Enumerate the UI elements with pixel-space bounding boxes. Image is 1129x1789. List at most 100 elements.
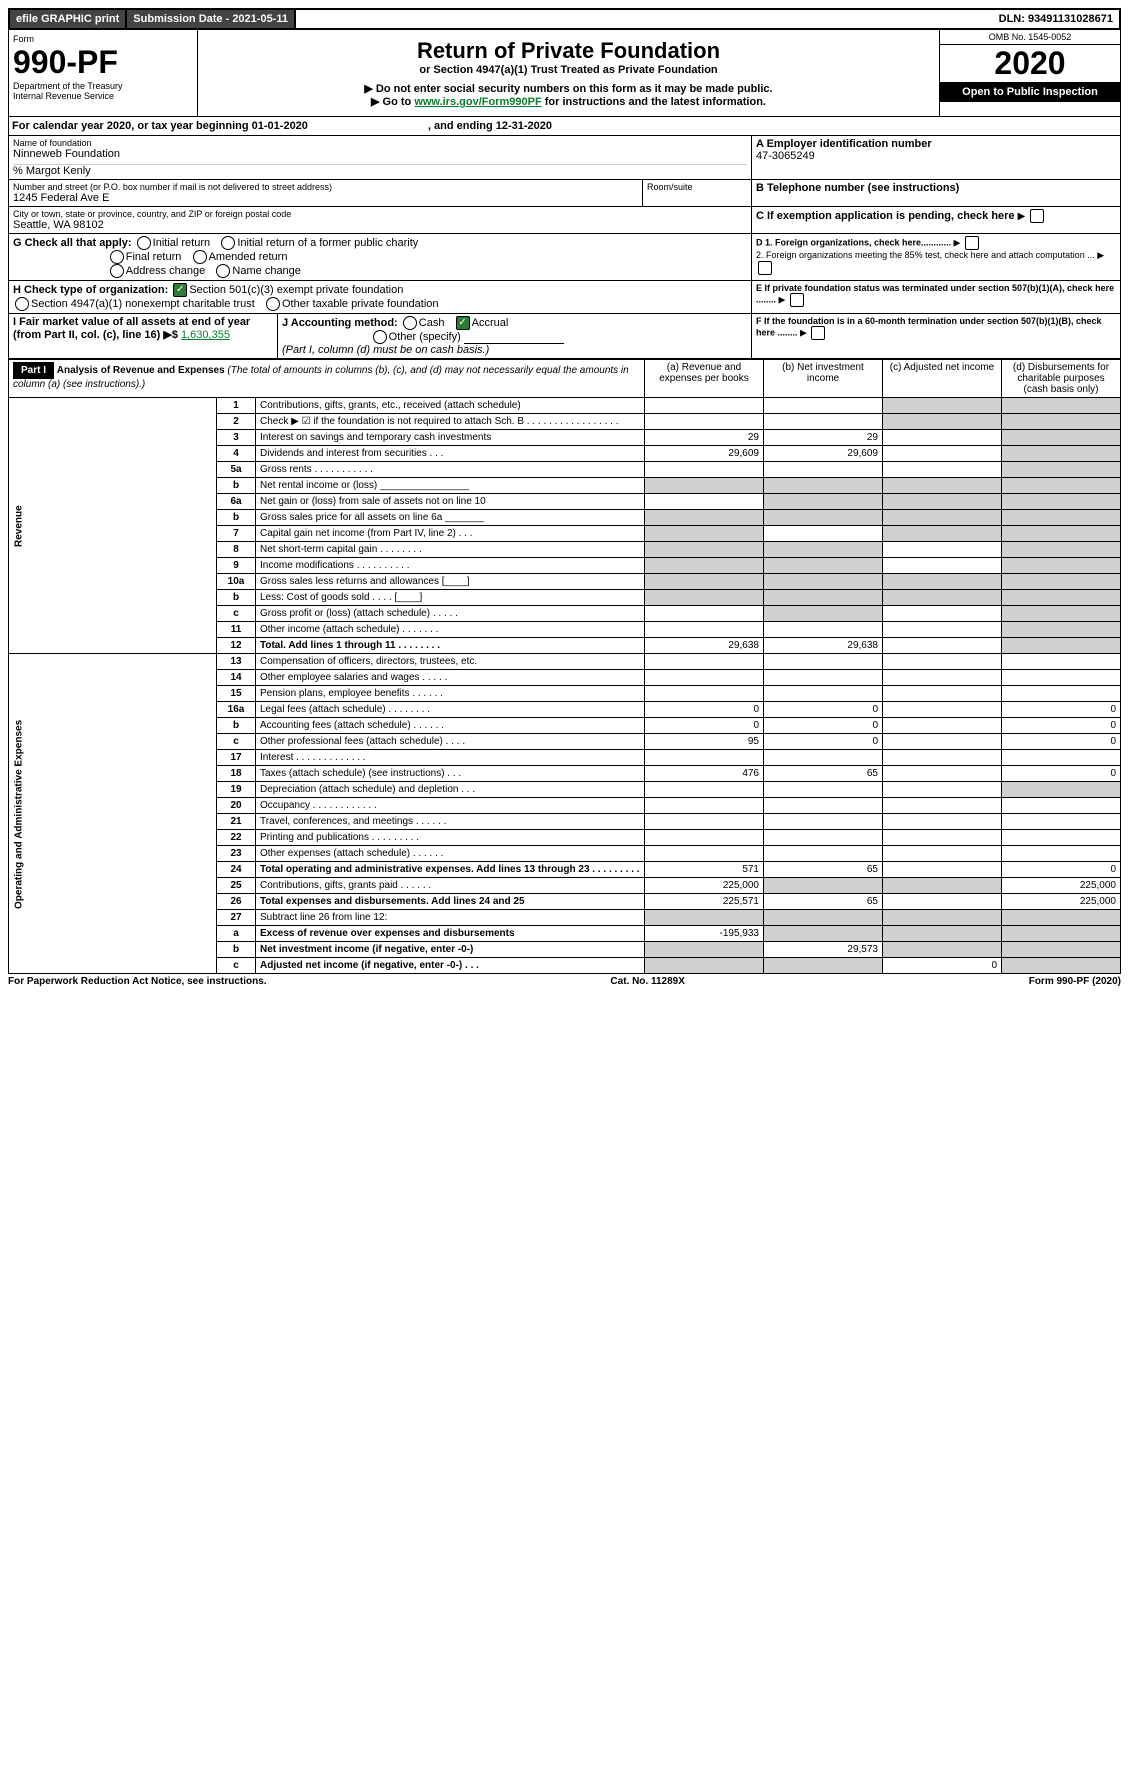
cell-col-b (764, 814, 883, 830)
h-4947-checkbox[interactable] (15, 297, 29, 311)
cell-col-b: 0 (764, 734, 883, 750)
form-link[interactable]: www.irs.gov/Form990PF (414, 96, 541, 108)
name-label: Name of foundation (13, 138, 747, 148)
row-desc: Travel, conferences, and meetings . . . … (256, 814, 645, 830)
cell-col-a (645, 494, 764, 510)
cell-col-b (764, 782, 883, 798)
row-number: 9 (217, 558, 256, 574)
cell-col-d (1002, 622, 1121, 638)
row-number: 4 (217, 446, 256, 462)
row-desc: Other income (attach schedule) . . . . .… (256, 622, 645, 638)
cell-col-b: 29,573 (764, 942, 883, 958)
row-number: 17 (217, 750, 256, 766)
j-label: J Accounting method: (282, 317, 398, 329)
cell-col-d (1002, 958, 1121, 974)
row-number: c (217, 606, 256, 622)
cell-col-a: 29 (645, 430, 764, 446)
irs: Internal Revenue Service (13, 91, 193, 101)
cell-col-c (883, 702, 1002, 718)
row-desc: Net investment income (if negative, ente… (256, 942, 645, 958)
cell-col-c (883, 574, 1002, 590)
f-checkbox[interactable] (811, 326, 825, 340)
cell-col-a (645, 574, 764, 590)
g-final-checkbox[interactable] (110, 250, 124, 264)
arrow-icon: ▶ (1018, 211, 1026, 222)
note-post: for instructions and the latest informat… (542, 96, 766, 108)
cell-col-b (764, 750, 883, 766)
cell-col-a: 0 (645, 702, 764, 718)
row-desc: Total operating and administrative expen… (256, 862, 645, 878)
cell-col-a (645, 622, 764, 638)
fmv-value[interactable]: 1,630,355 (181, 329, 230, 341)
cell-col-c (883, 750, 1002, 766)
g-name-checkbox[interactable] (216, 264, 230, 278)
omb: OMB No. 1545-0052 (940, 30, 1120, 45)
g-opt-4: Address change (126, 265, 206, 277)
cell-col-b (764, 670, 883, 686)
row-number: 25 (217, 878, 256, 894)
row-number: 2 (217, 414, 256, 430)
cell-col-b (764, 462, 883, 478)
table-row: Revenue1Contributions, gifts, grants, et… (9, 398, 1121, 414)
cell-col-b: 0 (764, 702, 883, 718)
d1-label: D 1. Foreign organizations, check here..… (756, 237, 951, 247)
cell-col-d (1002, 638, 1121, 654)
cell-col-c (883, 862, 1002, 878)
row-desc: Other employee salaries and wages . . . … (256, 670, 645, 686)
ein-label: A Employer identification number (756, 138, 1116, 150)
h-501c3-checkbox[interactable] (173, 283, 187, 297)
cell-col-d (1002, 590, 1121, 606)
row-desc: Subtract line 26 from line 12: (256, 910, 645, 926)
c-checkbox[interactable] (1030, 209, 1044, 223)
cell-col-c (883, 766, 1002, 782)
g-former-checkbox[interactable] (221, 236, 235, 250)
row-desc: Compensation of officers, directors, tru… (256, 654, 645, 670)
cell-col-b: 65 (764, 894, 883, 910)
row-desc: Interest . . . . . . . . . . . . . (256, 750, 645, 766)
j-other-checkbox[interactable] (373, 330, 387, 344)
city-label: City or town, state or province, country… (13, 209, 747, 219)
row-desc: Contributions, gifts, grants paid . . . … (256, 878, 645, 894)
cell-col-d (1002, 814, 1121, 830)
cell-col-d (1002, 574, 1121, 590)
j-accrual-checkbox[interactable] (456, 316, 470, 330)
cell-col-d (1002, 446, 1121, 462)
cell-col-b (764, 526, 883, 542)
g-opt-3: Amended return (209, 251, 288, 263)
g-amended-checkbox[interactable] (193, 250, 207, 264)
efile-print-button[interactable]: efile GRAPHIC print (10, 10, 127, 28)
cell-col-a (645, 478, 764, 494)
row-number: 10a (217, 574, 256, 590)
cell-col-a: 95 (645, 734, 764, 750)
part1-title: Analysis of Revenue and Expenses (57, 365, 225, 376)
row-number: b (217, 590, 256, 606)
d2-checkbox[interactable] (758, 261, 772, 275)
cell-col-d (1002, 782, 1121, 798)
form-title: Return of Private Foundation (206, 38, 931, 64)
cell-col-b: 29,609 (764, 446, 883, 462)
phone-label: B Telephone number (see instructions) (756, 182, 1116, 194)
cell-col-a: 571 (645, 862, 764, 878)
e-checkbox[interactable] (790, 293, 804, 307)
row-desc: Other professional fees (attach schedule… (256, 734, 645, 750)
j-cash-checkbox[interactable] (403, 316, 417, 330)
cell-col-c: 0 (883, 958, 1002, 974)
row-number: c (217, 734, 256, 750)
cell-col-c (883, 814, 1002, 830)
h-other-checkbox[interactable] (266, 297, 280, 311)
cell-col-b: 65 (764, 862, 883, 878)
g-address-checkbox[interactable] (110, 264, 124, 278)
j-note: (Part I, column (d) must be on cash basi… (282, 344, 489, 356)
row-desc: Excess of revenue over expenses and disb… (256, 926, 645, 942)
cell-col-c (883, 590, 1002, 606)
g-opt-5: Name change (232, 265, 301, 277)
cell-col-a: 29,638 (645, 638, 764, 654)
g-initial-checkbox[interactable] (137, 236, 151, 250)
row-desc: Gross rents . . . . . . . . . . . (256, 462, 645, 478)
cell-col-a: 476 (645, 766, 764, 782)
d1-checkbox[interactable] (965, 236, 979, 250)
col-b-header: (b) Net investment income (764, 360, 883, 398)
cell-col-c (883, 638, 1002, 654)
row-desc: Gross profit or (loss) (attach schedule)… (256, 606, 645, 622)
cell-col-b (764, 558, 883, 574)
